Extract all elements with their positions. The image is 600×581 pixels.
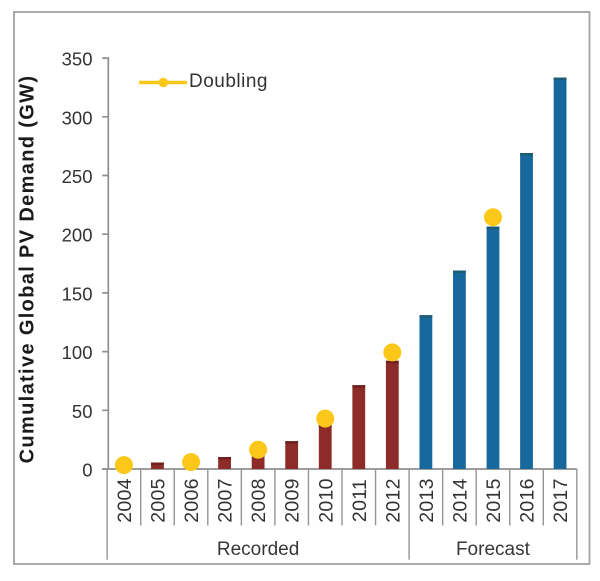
svg-text:Recorded: Recorded [217,539,299,560]
svg-text:2016: 2016 [517,478,539,523]
svg-text:0: 0 [82,460,92,481]
svg-text:200: 200 [62,225,93,246]
svg-text:2008: 2008 [248,478,270,523]
svg-text:2013: 2013 [416,478,438,523]
svg-text:Doubling: Doubling [189,71,268,92]
svg-text:250: 250 [62,166,93,187]
svg-text:300: 300 [62,107,93,128]
svg-text:Forecast: Forecast [456,539,531,560]
svg-text:2010: 2010 [315,478,337,523]
svg-text:2012: 2012 [382,478,404,523]
svg-text:100: 100 [62,342,93,363]
svg-text:2017: 2017 [550,478,572,523]
svg-text:2006: 2006 [181,478,203,523]
svg-text:Cumulative Global PV Demand (G: Cumulative Global PV Demand (GW) [17,75,39,464]
svg-text:2005: 2005 [147,478,169,523]
svg-text:2004: 2004 [114,478,136,523]
svg-text:2014: 2014 [449,478,471,523]
svg-text:2009: 2009 [282,478,304,523]
svg-text:2011: 2011 [349,479,371,522]
svg-text:50: 50 [72,401,93,422]
svg-text:150: 150 [62,283,93,304]
svg-text:2015: 2015 [483,478,505,523]
svg-text:350: 350 [62,49,93,70]
svg-text:2007: 2007 [215,478,237,523]
